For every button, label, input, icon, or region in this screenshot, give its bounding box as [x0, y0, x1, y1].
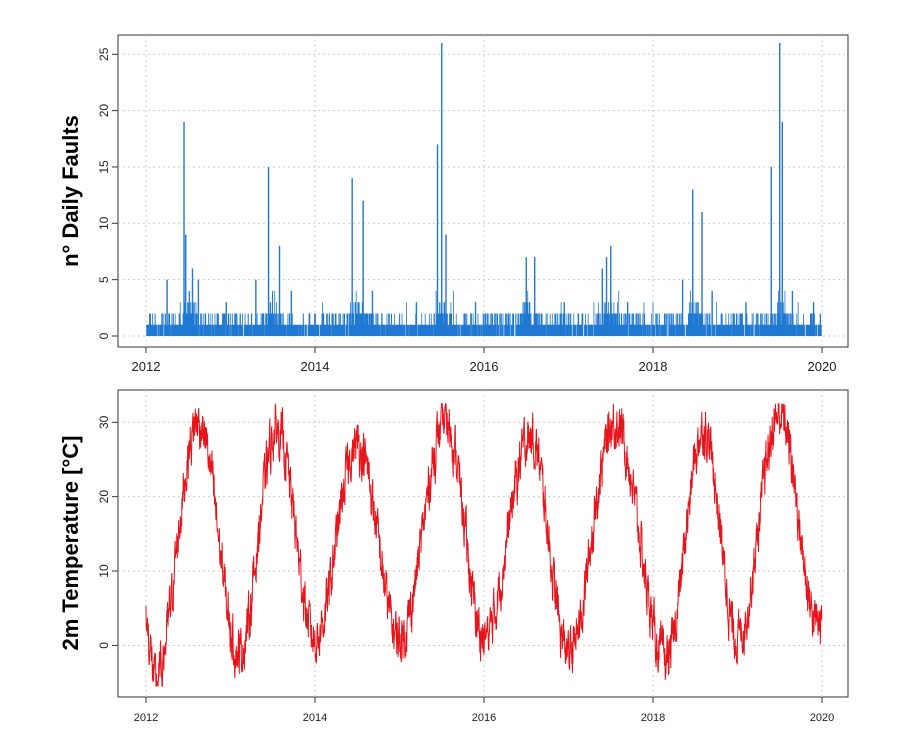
faults-x-axis: 2012 2014 2016 2018 2020: [132, 347, 837, 374]
temperature-panel: 0 10 20 30 2012 2014 2016 2018 2020 2m Temperat…: [58, 389, 849, 724]
y-tick-label: 25: [97, 47, 111, 61]
faults-y-axis-label: n° Daily Faults: [58, 115, 83, 267]
faults-panel: 0 5 10 15 20 25 2012 2014 2016 2018 2020 n° Daily…: [58, 34, 849, 374]
faults-grid: [118, 35, 848, 347]
y-tick-label: 20: [97, 104, 111, 118]
faults-series: [146, 43, 822, 336]
y-tick-label: 0: [97, 642, 111, 649]
x-tick-label: 2020: [808, 359, 837, 374]
x-tick-label: 2018: [641, 712, 665, 724]
temperature-y-axis: 0 10 20 30: [97, 415, 118, 649]
x-tick-label: 2018: [639, 359, 668, 374]
x-tick-label: 2014: [301, 359, 330, 374]
x-tick-label: 2016: [472, 712, 496, 724]
x-tick-label: 2014: [303, 712, 327, 724]
temperature-series: [145, 403, 823, 687]
faults-plot-frame: [117, 34, 849, 348]
temperature-y-axis-label: 2m Temperature [°C]: [58, 436, 83, 651]
y-tick-label: 15: [97, 160, 111, 174]
temperature-x-axis: 2012 2014 2016 2018 2020: [134, 697, 834, 724]
y-tick-label: 10: [97, 216, 111, 230]
y-tick-label: 0: [97, 332, 111, 339]
x-tick-label: 2012: [134, 712, 158, 724]
y-tick-label: 5: [97, 276, 111, 283]
y-tick-label: 20: [97, 490, 111, 504]
faults-y-axis: 0 5 10 15 20 25: [97, 47, 118, 339]
y-tick-label: 30: [97, 415, 111, 429]
x-tick-label: 2016: [470, 359, 499, 374]
y-tick-label: 10: [97, 564, 111, 578]
temperature-line: [145, 403, 823, 687]
x-tick-label: 2012: [132, 359, 161, 374]
x-tick-label: 2020: [810, 712, 834, 724]
